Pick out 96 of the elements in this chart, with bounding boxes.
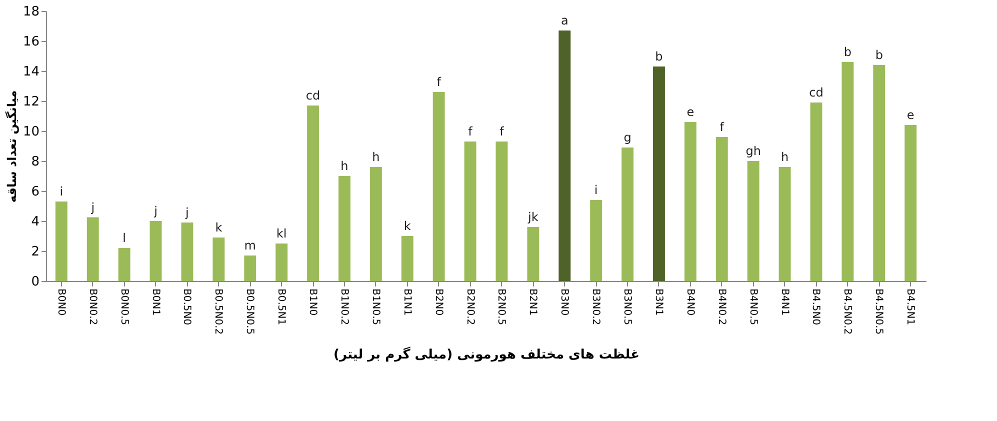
data-label: kl	[276, 226, 287, 240]
y-tick-label: 6	[31, 184, 40, 200]
x-tick-label: B0N0	[55, 288, 66, 316]
x-tick-label: B0.5N1	[276, 288, 287, 326]
y-tick-label: 14	[22, 64, 40, 80]
bar	[716, 137, 728, 281]
bar	[622, 148, 634, 281]
bar	[496, 142, 508, 281]
y-tick-label: 16	[22, 34, 40, 50]
y-tick-label: 0	[31, 274, 40, 290]
data-label: j	[184, 206, 189, 220]
bar	[778, 167, 791, 281]
x-tick-label: B4N0	[684, 288, 696, 316]
bar	[873, 65, 886, 281]
bar	[212, 238, 225, 281]
data-label: b	[875, 48, 883, 62]
y-tick-label: 4	[31, 214, 40, 230]
x-tick-label: B4.5N0.2	[842, 288, 853, 335]
data-label: g	[624, 130, 632, 144]
bar	[747, 161, 760, 281]
bar	[464, 142, 476, 281]
x-tick-label: B0N1	[150, 288, 161, 316]
bar	[244, 256, 256, 281]
y-tick-label: 8	[31, 154, 40, 170]
x-tick-label: B0N0.2	[86, 288, 98, 326]
x-tick-label: B3N0	[558, 288, 570, 316]
y-tick-label: 18	[22, 4, 40, 20]
data-label: h	[780, 150, 789, 164]
x-tick-label: B2N0	[432, 288, 444, 316]
bar	[842, 62, 854, 281]
bar	[118, 248, 130, 281]
bar	[653, 66, 665, 281]
x-tick-label: B3N0.2	[590, 288, 602, 326]
data-label: k	[404, 219, 411, 233]
x-tick-label: B3N0.5	[622, 288, 633, 326]
data-label: a	[560, 14, 568, 28]
bar	[590, 200, 602, 281]
data-label: e	[906, 108, 914, 122]
data-label: b	[844, 45, 852, 59]
bar	[307, 106, 319, 281]
bar	[276, 244, 288, 281]
x-tick-label: B1N0.5	[370, 288, 381, 326]
x-tick-label: B4.5N1	[904, 288, 916, 326]
bar	[904, 125, 917, 281]
data-label: b	[655, 50, 663, 64]
y-tick-label: 10	[22, 124, 40, 140]
x-tick-label: B2N0.5	[496, 288, 507, 326]
data-label: e	[686, 105, 694, 119]
x-tick-label: B4N0.2	[716, 288, 727, 326]
x-tick-label: B4N0.5	[747, 288, 758, 326]
data-label: gh	[746, 144, 761, 158]
bar	[181, 222, 194, 281]
data-label: jk	[527, 210, 538, 224]
x-axis-title: غلظت های مختلف هورمونی (میلی گرم بر لیتر)	[334, 346, 640, 363]
bar	[401, 236, 414, 281]
data-label: f	[720, 120, 725, 134]
x-tick-label: B4N1	[778, 288, 790, 316]
data-label: j	[90, 200, 95, 214]
bar	[86, 217, 99, 281]
x-tick-label: B1N1	[401, 288, 412, 316]
x-tick-label: B4.5N0.5	[873, 288, 884, 335]
x-tick-label: B1N0.2	[338, 288, 350, 326]
data-label: cd	[306, 88, 320, 102]
y-tick-label: 2	[31, 244, 40, 260]
data-label: f	[500, 124, 505, 138]
data-label: cd	[809, 86, 824, 100]
x-tick-label: B2N1	[527, 288, 538, 316]
data-label: f	[468, 124, 474, 138]
bar	[684, 122, 696, 281]
bar	[55, 202, 68, 281]
data-label: h	[372, 150, 380, 164]
data-label: k	[215, 220, 222, 234]
x-tick-label: B0N0.5	[118, 288, 130, 326]
x-tick-label: B4.5N0	[810, 288, 822, 326]
bar	[338, 176, 350, 281]
x-tick-label: B3N1	[652, 288, 664, 316]
data-label: m	[244, 238, 256, 252]
data-label: j	[153, 204, 158, 218]
x-tick-label: B0.5N0.5	[244, 288, 256, 335]
bar	[370, 167, 382, 281]
y-tick-label: 12	[22, 94, 40, 110]
y-axis-title: میانگین تعداد ساقه	[4, 90, 19, 203]
x-tick-label: B2N0.2	[464, 288, 476, 326]
data-label: l	[122, 231, 126, 245]
bar	[527, 227, 540, 281]
x-tick-label: B0.5N0	[181, 288, 192, 326]
bar	[558, 30, 571, 281]
bar	[432, 92, 445, 281]
x-tick-label: B1N0	[307, 288, 318, 316]
data-label: h	[340, 159, 348, 173]
data-label: f	[436, 75, 442, 89]
bar	[810, 102, 822, 281]
bar	[150, 221, 162, 281]
x-tick-label: B0.5N0.2	[212, 288, 224, 335]
data-label: i	[594, 183, 598, 197]
data-label: i	[60, 184, 64, 198]
